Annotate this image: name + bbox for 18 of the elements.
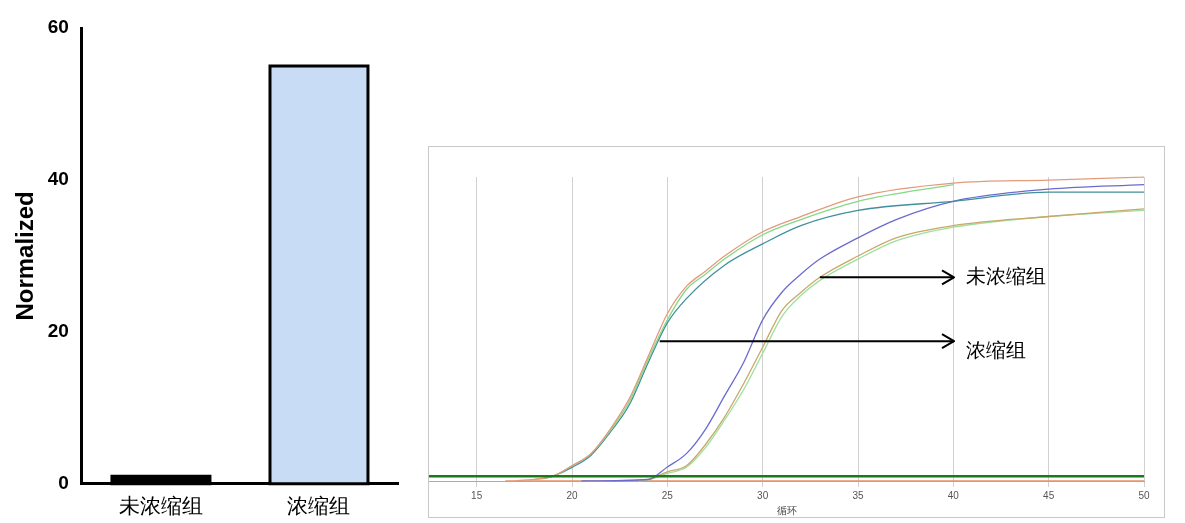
y-tick-label: 20 — [47, 320, 69, 342]
annotation: 浓缩组 — [966, 338, 1026, 361]
x-tick-label: 未浓缩组 — [118, 494, 203, 518]
x-tick-label: 45 — [1043, 489, 1055, 501]
y-tick-label: 40 — [47, 168, 69, 190]
annotation: 未浓缩组 — [966, 264, 1046, 287]
x-axis-title: 循环 — [776, 504, 797, 516]
y-tick-label: 60 — [47, 16, 69, 38]
x-tick-label: 20 — [566, 489, 578, 501]
x-tick-label: 40 — [947, 489, 960, 501]
x-tick-label: 15 — [471, 489, 483, 501]
y-tick-label: 0 — [58, 472, 69, 494]
x-tick-label: 浓缩组 — [287, 494, 351, 518]
x-tick-label: 30 — [757, 489, 769, 501]
x-tick-label: 35 — [852, 489, 864, 501]
y-axis-title: Normalized — [11, 191, 39, 321]
x-tick-label: 25 — [661, 489, 674, 501]
x-tick-label: 50 — [1138, 489, 1150, 501]
